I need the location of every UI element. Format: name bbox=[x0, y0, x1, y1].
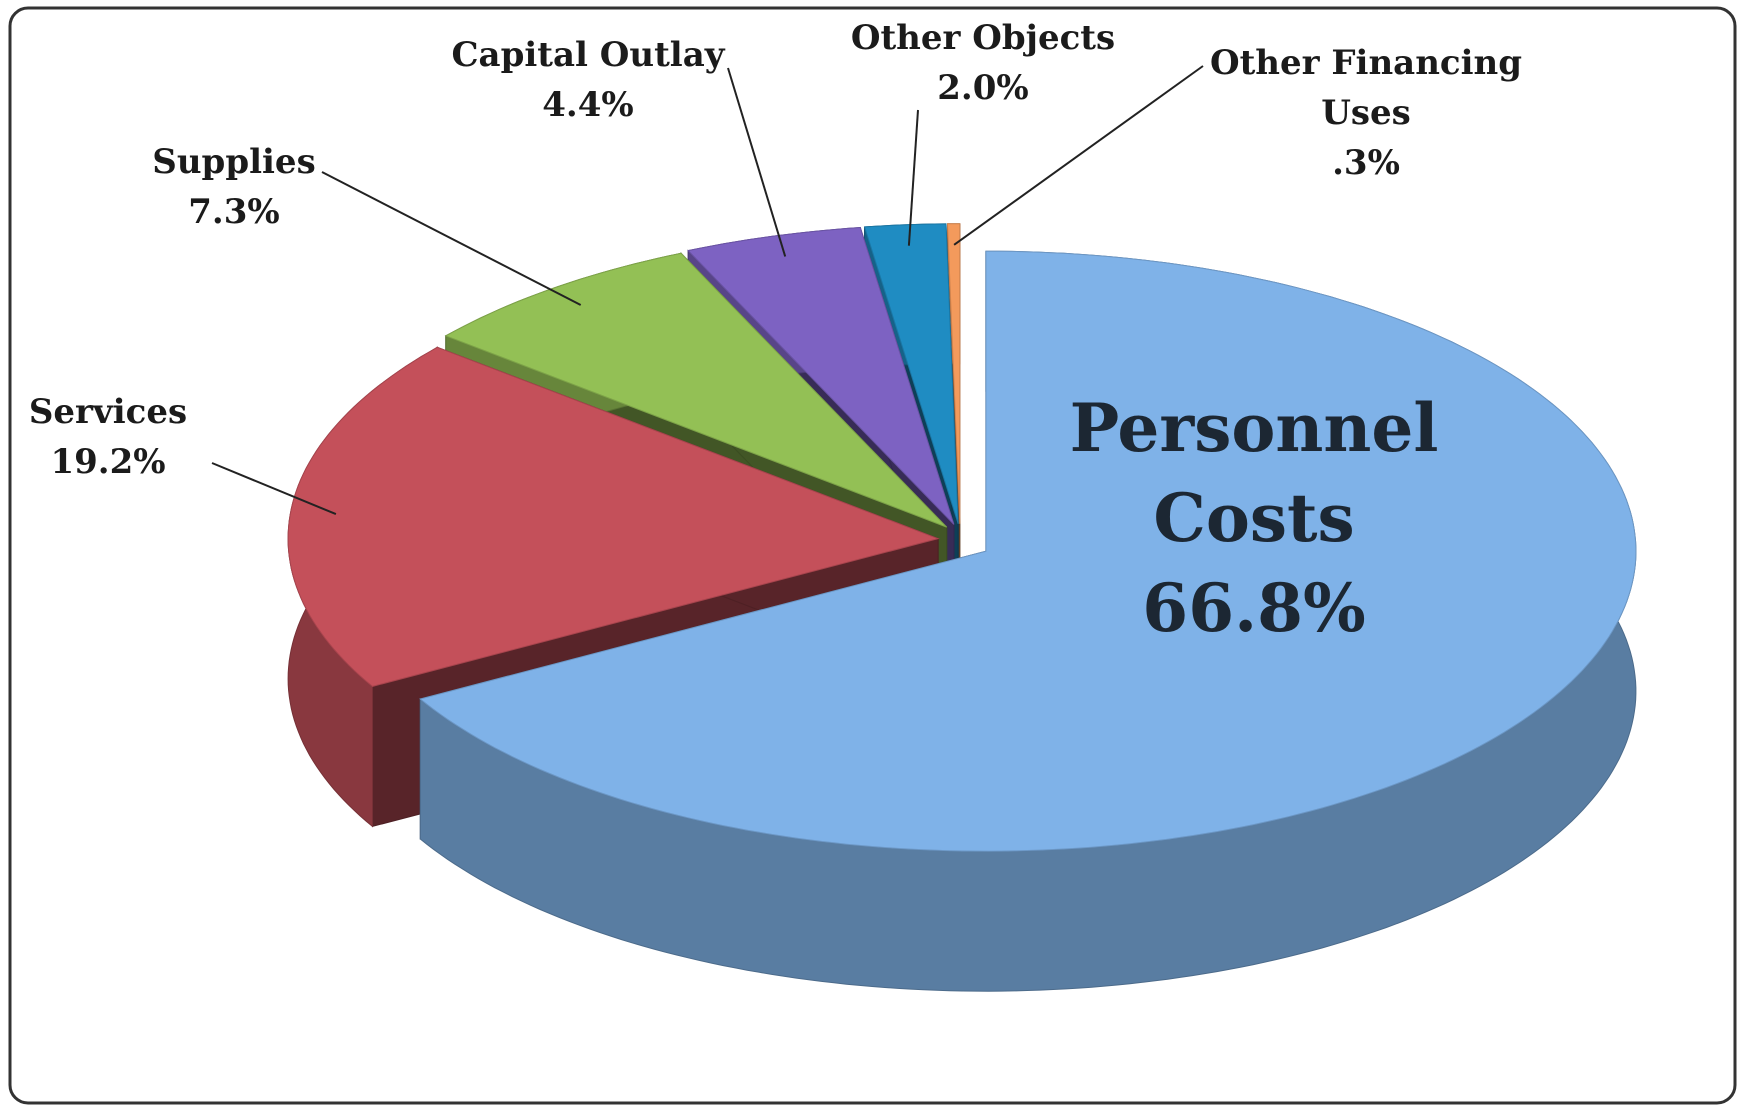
category-label: Other Objects bbox=[850, 18, 1116, 58]
category-label: Other Financing Uses bbox=[1209, 43, 1523, 133]
slice bbox=[419, 250, 1637, 992]
leader-line bbox=[321, 171, 582, 306]
value-label: 7.3% bbox=[188, 192, 280, 232]
slice bbox=[419, 250, 1637, 852]
leader-line bbox=[211, 462, 337, 516]
value-label: .3% bbox=[1332, 143, 1400, 183]
slice bbox=[863, 223, 959, 524]
slice bbox=[687, 226, 955, 525]
slice bbox=[444, 252, 948, 528]
category-label: Personnel Costs bbox=[1069, 389, 1439, 557]
value-label: 4.4% bbox=[542, 85, 634, 125]
leader-line bbox=[907, 109, 919, 246]
value-label: 19.2% bbox=[50, 442, 166, 482]
slice bbox=[946, 223, 961, 524]
slice-label: Supplies 7.3% bbox=[124, 137, 344, 237]
value-label: 66.8% bbox=[1142, 569, 1366, 647]
slice-label: Other Financing Uses .3% bbox=[1206, 38, 1526, 188]
leader-line bbox=[953, 65, 1204, 246]
category-label: Capital Outlay bbox=[451, 35, 725, 75]
category-label: Supplies bbox=[152, 142, 316, 182]
value-label: 2.0% bbox=[937, 68, 1029, 108]
slice-label: Other Objects 2.0% bbox=[833, 13, 1133, 113]
leader-line bbox=[727, 67, 787, 257]
slice-label: Services 19.2% bbox=[0, 387, 218, 487]
slice-label: Capital Outlay 4.4% bbox=[428, 30, 748, 130]
slice-label: Personnel Costs 66.8% bbox=[994, 383, 1514, 653]
slice bbox=[287, 346, 940, 687]
category-label: Services bbox=[28, 392, 188, 432]
